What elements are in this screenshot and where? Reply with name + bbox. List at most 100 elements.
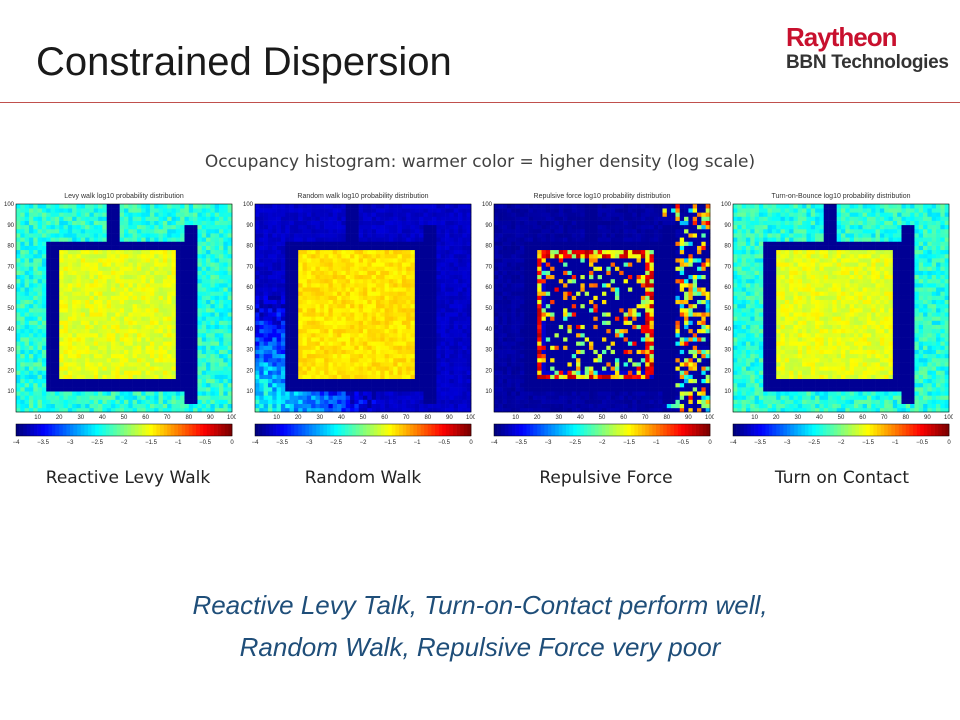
heatmap-cell [414,353,420,359]
heatmap-cell [388,349,394,355]
heatmap-cell [171,308,177,313]
heatmap-cell [419,249,424,255]
heatmap-cell [119,337,125,342]
heatmap-cell [432,328,437,334]
heatmap-cell [188,245,194,251]
heatmap-cell [171,295,177,300]
heatmap-cell [419,370,424,375]
heatmap-cell [259,283,264,288]
heatmap-cell [311,391,316,396]
heatmap-cell [289,366,295,371]
heatmap-panel-random: Random walk log10 probability distributi… [239,188,475,458]
heatmap-cell [427,312,433,317]
heatmap-cell [263,341,269,346]
heatmap-cell [24,349,30,355]
heatmap-cell [37,403,43,409]
heatmap-cell [375,345,381,350]
heatmap-cell [54,399,60,404]
heatmap-cell [358,399,364,404]
heatmap-cell [16,407,21,413]
heatmap-cell [227,258,233,263]
heatmap-cell [259,345,264,350]
heatmap-cell [89,258,95,263]
heatmap-cell [80,253,86,259]
heatmap-cell [167,403,172,409]
heatmap-cell [276,349,282,355]
heatmap-cell [440,270,446,276]
heatmap-cell [37,357,43,363]
heatmap-cell [358,316,364,321]
heatmap-cell [50,324,56,330]
heatmap-cell [363,312,368,317]
heatmap-cell [419,308,424,313]
heatmap-cell [401,399,407,404]
heatmap-cell [132,374,138,380]
heatmap-cell [445,287,450,292]
heatmap-cell [367,283,372,288]
heatmap-cell [180,262,185,267]
heatmap-cell [436,308,442,313]
heatmap-cell [328,366,334,371]
heatmap-cell [124,224,129,230]
heatmap-cell [93,391,99,396]
heatmap-cell [210,312,216,317]
heatmap-cell [37,258,43,263]
heatmap-cell [432,362,437,367]
heatmap-cell [188,295,194,300]
heatmap-cell [298,228,303,234]
heatmap-cell [201,266,207,271]
heatmap-cell [363,403,368,409]
heatmap-cell [115,328,120,334]
heatmap-cell [171,233,177,238]
heatmap-cell [350,387,355,392]
heatmap-cell [41,228,47,234]
heatmap-cell [184,245,190,251]
heatmap-cell [136,353,142,359]
heatmap-cell [427,233,433,238]
heatmap-cell [145,216,151,221]
heatmap-cell [388,320,394,325]
heatmap-cell [393,262,398,267]
heatmap-cell [197,366,203,371]
heatmap-cell [358,362,364,367]
heatmap-cell [458,253,463,259]
heatmap-cell [315,291,321,296]
heatmap-cell [154,374,159,380]
heatmap-cell [363,249,368,255]
heatmap-cell [85,216,90,221]
heatmap-cell [72,266,77,271]
heatmap-cell [367,270,372,276]
heatmap-cell [384,382,390,388]
heatmap-cell [363,266,368,271]
heatmap-cell [20,220,25,226]
heatmap-cell [141,216,146,221]
heatmap-cell [388,228,394,234]
heatmap-cell [337,295,342,300]
heatmap-cell [466,341,472,346]
heatmap-cell [115,237,120,242]
heatmap-cell [440,237,446,242]
heatmap-cell [193,262,198,267]
heatmap-cell [302,224,308,230]
heatmap-cell [350,295,355,300]
heatmap-cell [98,241,103,246]
heatmap-cell [201,312,207,317]
heatmap-cell [319,324,325,330]
heatmap-cell [145,370,151,375]
heatmap-cell [111,291,116,296]
heatmap-cell [367,387,372,392]
heatmap-cell [124,283,129,288]
heatmap-cell [406,245,411,251]
heatmap-cell [132,345,138,350]
heatmap-cell [115,378,120,384]
heatmap-cell [449,366,455,371]
heatmap-cell [388,366,394,371]
heatmap-cell [397,357,403,363]
heatmap-cell [276,320,282,325]
heatmap-cell [46,233,51,238]
heatmap-cell [149,312,155,317]
heatmap-cell [462,283,467,288]
heatmap-cell [20,249,25,255]
heatmap-cell [397,287,403,292]
heatmap-cell [397,249,403,255]
